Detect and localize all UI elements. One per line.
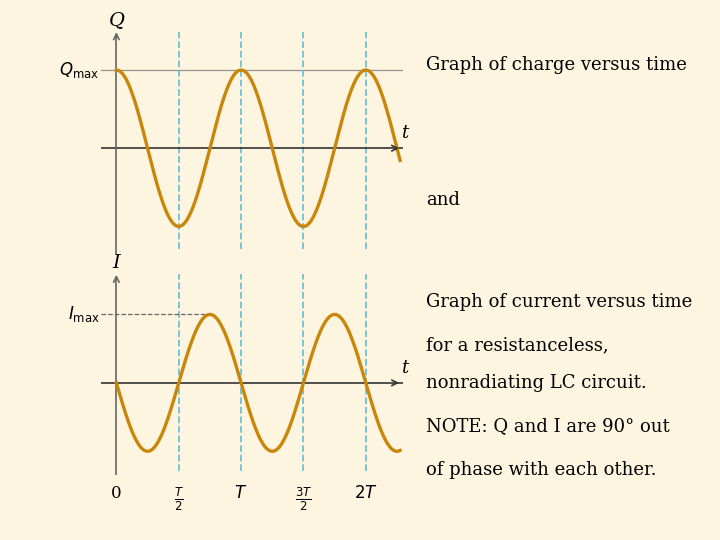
Text: I: I xyxy=(112,254,120,272)
Text: $\frac{T}{2}$: $\frac{T}{2}$ xyxy=(174,485,184,513)
Text: $I_{\mathrm{max}}$: $I_{\mathrm{max}}$ xyxy=(68,305,99,325)
Text: $\frac{3T}{2}$: $\frac{3T}{2}$ xyxy=(294,485,312,513)
Text: Q: Q xyxy=(109,11,125,29)
Text: Graph of charge versus time: Graph of charge versus time xyxy=(426,56,687,74)
Text: of phase with each other.: of phase with each other. xyxy=(426,461,657,479)
Text: and: and xyxy=(426,191,460,209)
Text: t: t xyxy=(401,360,408,377)
Text: $Q_{\mathrm{max}}$: $Q_{\mathrm{max}}$ xyxy=(60,60,99,80)
Text: Graph of current versus time: Graph of current versus time xyxy=(426,293,693,312)
Text: NOTE: Q and I are 90° out: NOTE: Q and I are 90° out xyxy=(426,417,670,436)
Text: $2T$: $2T$ xyxy=(354,485,378,502)
Text: 0: 0 xyxy=(111,485,122,502)
Text: t: t xyxy=(401,124,408,142)
Text: for a resistanceless,: for a resistanceless, xyxy=(426,336,609,355)
Text: $T$: $T$ xyxy=(235,485,248,502)
Text: nonradiating LC circuit.: nonradiating LC circuit. xyxy=(426,374,647,393)
